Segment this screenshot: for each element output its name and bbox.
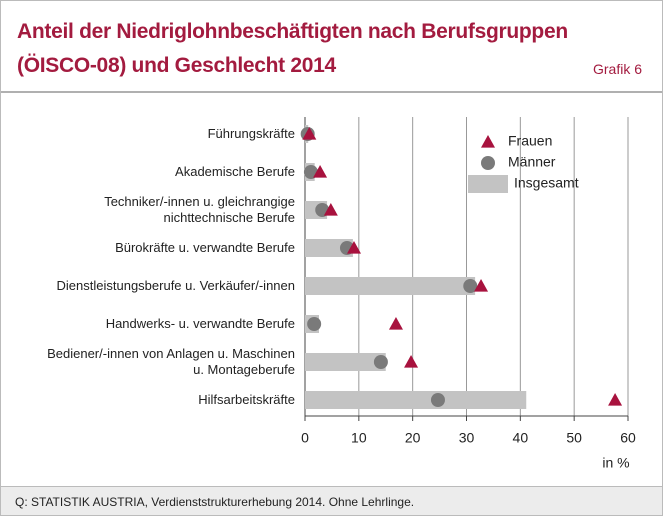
source: Q: STATISTIK AUSTRIA, Verdienststrukture… <box>15 495 415 509</box>
x-tick-label: 40 <box>513 430 529 446</box>
category-label: Techniker/-innen u. gleichrangige nichtt… <box>104 194 295 225</box>
category-label: Bediener/-innen von Anlagen u. Maschinen… <box>47 346 295 377</box>
legend-label: Frauen <box>508 133 552 149</box>
bar <box>305 353 386 371</box>
marker-triangle <box>323 203 338 216</box>
category-label: Dienstleistungsberufe u. Verkäufer/-inne… <box>56 278 295 293</box>
legend-label: Männer <box>508 154 556 170</box>
x-tick-label: 50 <box>566 430 582 446</box>
marker-triangle <box>404 355 419 368</box>
marker-triangle <box>302 127 317 140</box>
legend-label: Insgesamt <box>514 175 579 191</box>
category-label: Führungskräfte <box>207 126 295 141</box>
bar <box>305 239 353 257</box>
marker-triangle <box>346 241 361 254</box>
legend-swatch <box>481 135 495 148</box>
marker-circle <box>307 317 322 331</box>
x-tick-label: 10 <box>351 430 367 446</box>
category-label: Handwerks- u. verwandte Berufe <box>105 316 295 331</box>
separator <box>1 91 662 93</box>
figure-label: Grafik 6 <box>592 61 642 77</box>
marker-circle <box>463 279 478 293</box>
x-tick-label: 60 <box>620 430 636 446</box>
bar <box>305 277 476 295</box>
marker-triangle <box>474 279 489 292</box>
marker-triangle <box>608 393 623 406</box>
marker-triangle <box>313 165 328 178</box>
marker-circle <box>430 393 445 407</box>
legend-swatch <box>481 156 495 170</box>
x-tick-label: 30 <box>459 430 475 446</box>
category-label: Bürokräfte u. verwandte Berufe <box>115 240 295 255</box>
marker-triangle <box>388 317 403 330</box>
bar <box>305 391 527 409</box>
x-tick-label: 0 <box>301 430 309 446</box>
category-label: Akademische Berufe <box>175 164 295 179</box>
marker-circle <box>373 355 388 369</box>
legend-swatch <box>468 175 508 193</box>
chart-title: Anteil der Niedriglohnbeschäftigten nach… <box>17 20 568 77</box>
footer: Q: STATISTIK AUSTRIA, Verdienststrukture… <box>1 486 662 515</box>
x-axis-label: in % <box>602 455 629 471</box>
category-label: Hilfsarbeitskräfte <box>198 392 295 407</box>
x-tick-label: 20 <box>405 430 421 446</box>
